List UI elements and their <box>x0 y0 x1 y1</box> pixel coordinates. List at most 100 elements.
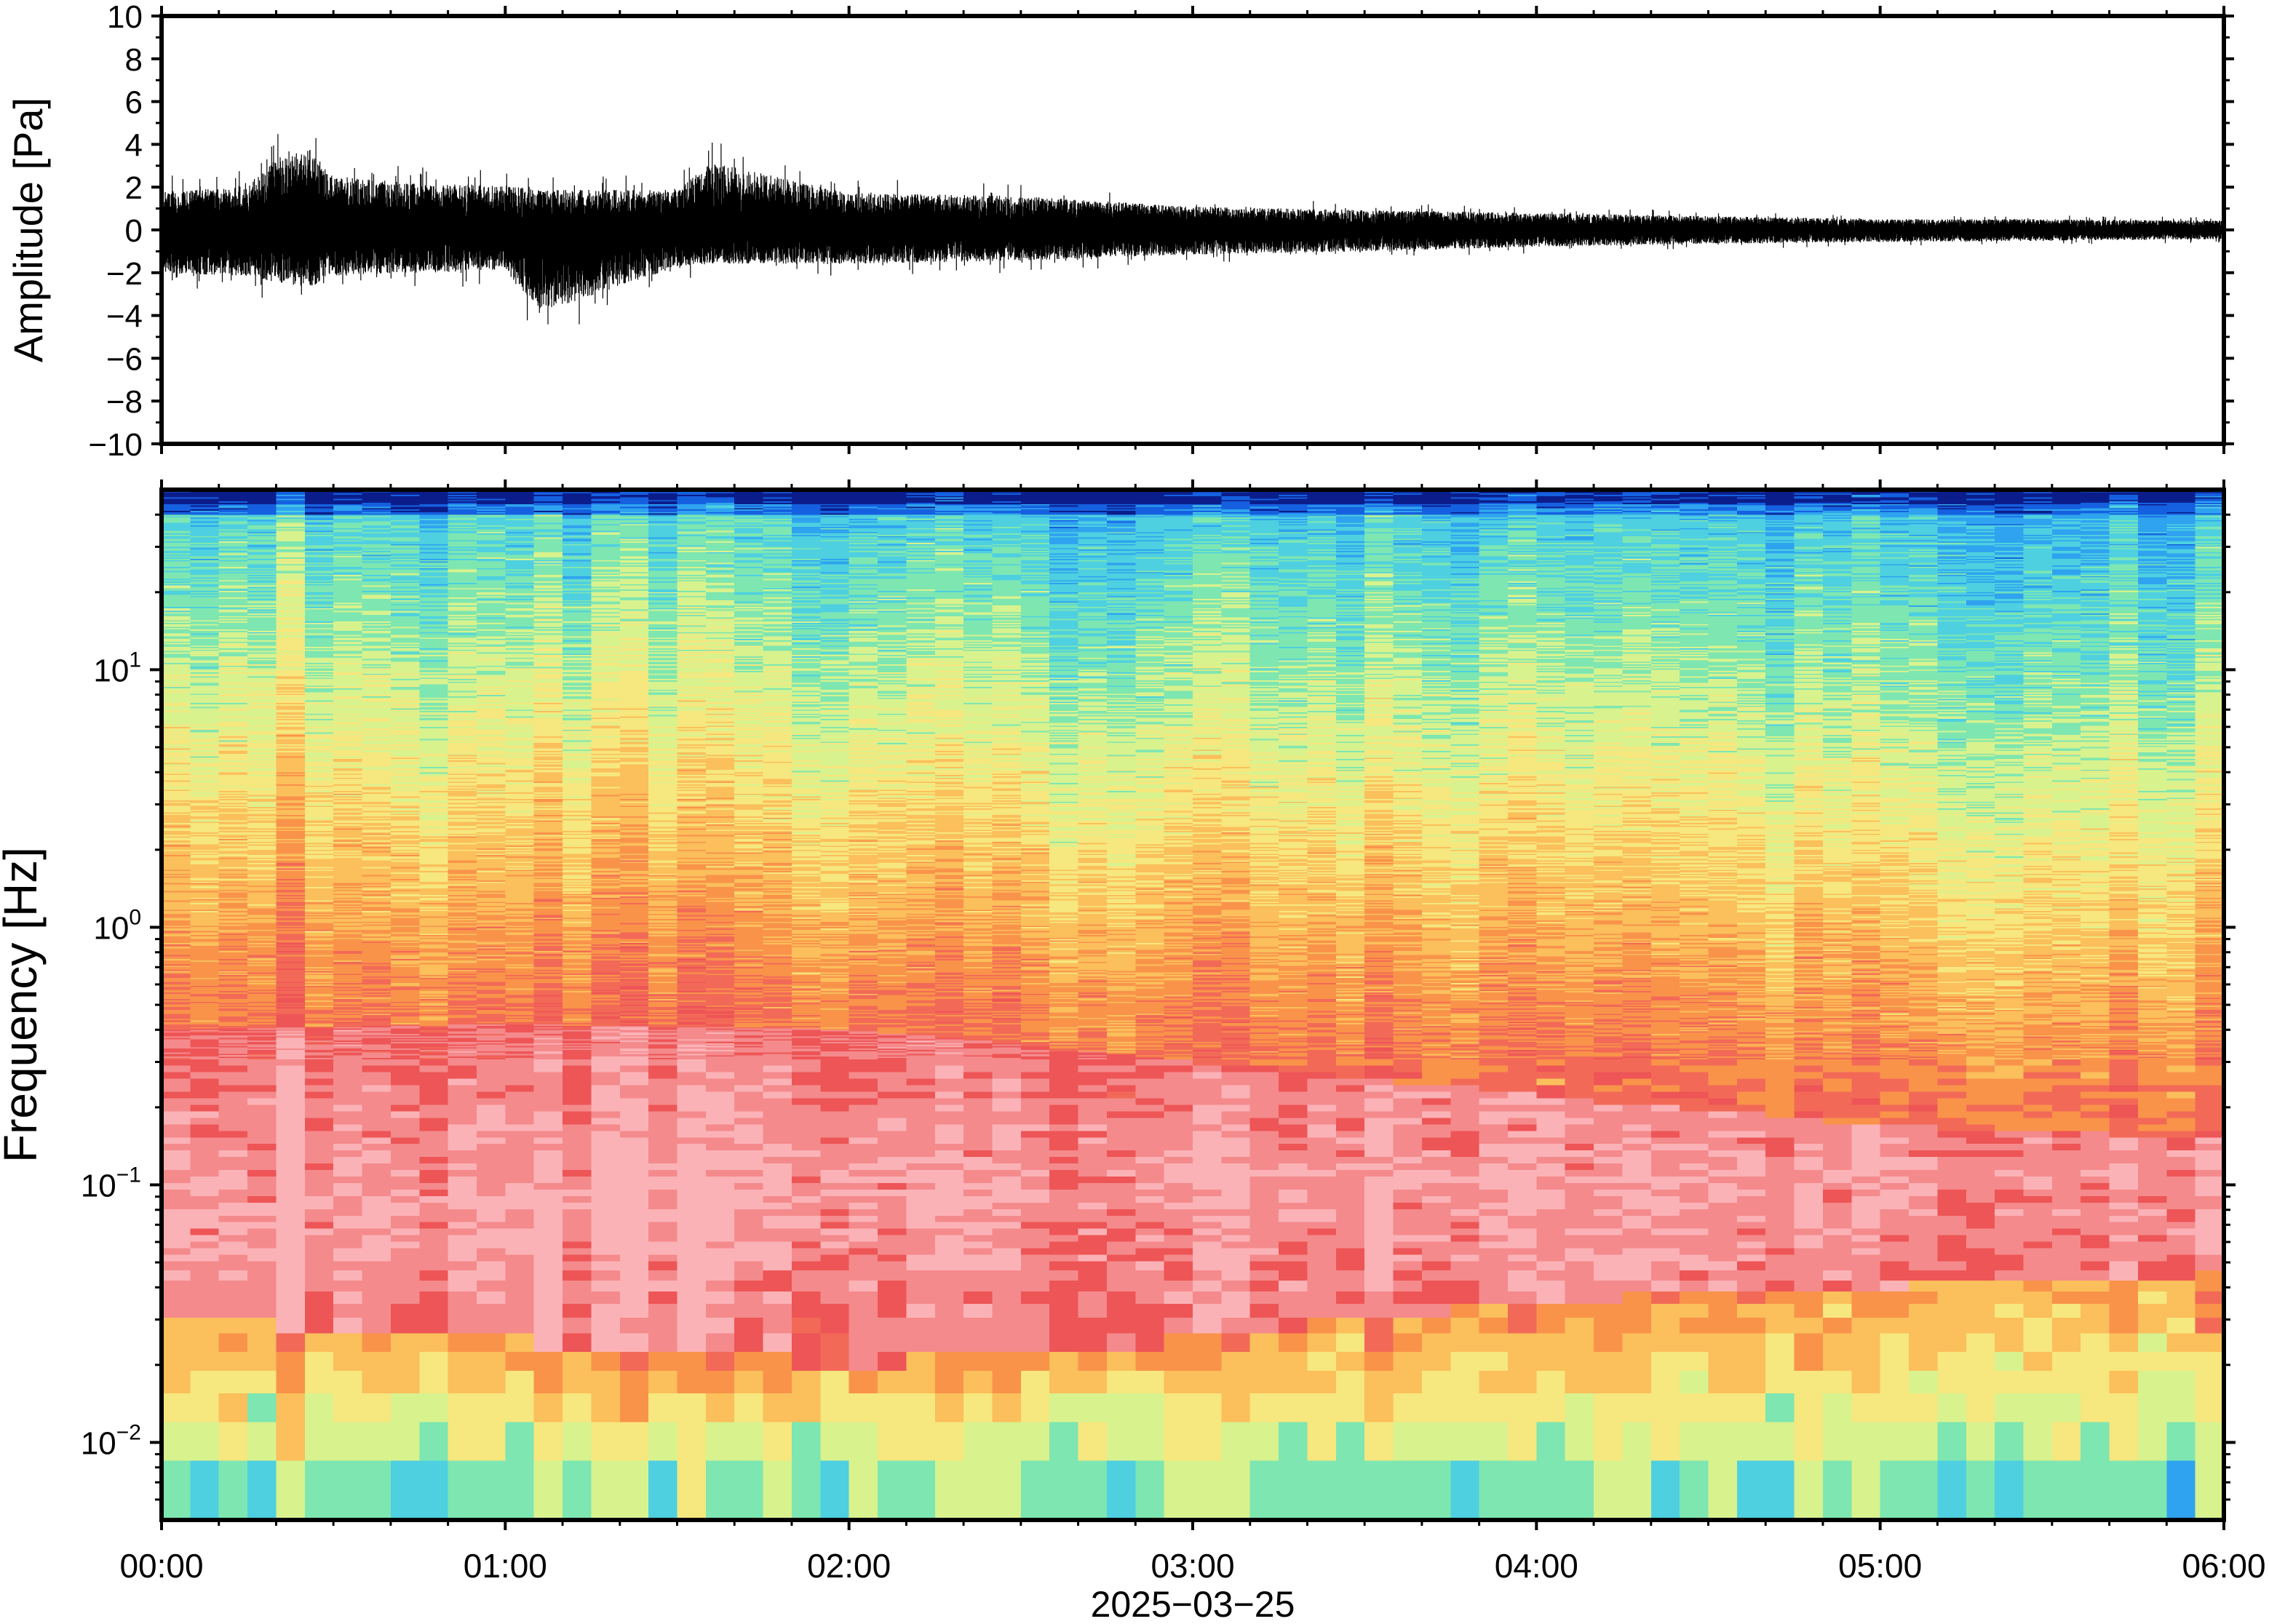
spectrogram-column <box>1822 1189 1852 1292</box>
spectrogram-column <box>734 516 764 1520</box>
spectrogram-column <box>677 495 707 496</box>
spectrogram-column <box>1307 974 1337 1072</box>
spectrogram-column <box>1249 787 1279 1394</box>
spectrogram-column <box>505 519 535 1520</box>
spectrogram-column <box>1680 966 1709 1112</box>
spectrogram-column <box>1078 514 1108 678</box>
spectrogram-column <box>963 535 993 744</box>
spectrogram-column <box>1335 1137 1365 1171</box>
spectrogram-column <box>1307 517 1337 629</box>
spectrogram-column <box>992 905 1022 1043</box>
spectrogram-column <box>2195 495 2224 522</box>
spectrogram-column <box>1536 613 1566 816</box>
spectrogram-column <box>2166 969 2196 1131</box>
spectrogram-column <box>2137 661 2167 1461</box>
spectrogram-column <box>218 644 248 1461</box>
spectrogram-column <box>2081 1131 2110 1281</box>
spectrogram-column <box>849 1033 878 1255</box>
spectrogram-column <box>2051 753 2081 1461</box>
spectrogram-column <box>162 1020 191 1099</box>
spectrogram-column <box>2109 759 2139 1394</box>
spectrogram-column <box>333 793 363 1022</box>
spectrogram-column <box>1909 490 1938 509</box>
spectrogram-column <box>1966 493 1995 526</box>
spectrogram-column <box>304 1195 334 1235</box>
spectrogram-column <box>1736 602 1766 1461</box>
spectrogram-column <box>1106 514 1136 616</box>
spectrogram-column <box>1680 520 1709 1520</box>
spectrogram-column <box>362 668 392 1422</box>
spectrogram-column <box>1049 503 1079 528</box>
spectrogram-column <box>362 516 392 1520</box>
spectrogram-column <box>1565 1144 1594 1171</box>
spectrogram-column <box>2166 1137 2196 1281</box>
spectrogram-column <box>1106 1170 1136 1177</box>
spectrogram-column <box>1421 695 1451 1422</box>
spectrogram-column <box>1020 514 1050 640</box>
spectrogram-column <box>1393 490 1423 515</box>
spectrogram-column <box>1851 490 1881 510</box>
spectrogram-column <box>2137 1209 2167 1216</box>
spectrogram-column <box>1880 490 1910 504</box>
spectrogram-column <box>304 901 334 1027</box>
spectrogram-column <box>849 601 878 1520</box>
spectrogram-column <box>734 1028 764 1318</box>
spectrogram-column <box>1479 490 1509 503</box>
spectrogram-column <box>218 934 248 1029</box>
spectrogram-column <box>619 943 649 1026</box>
spectrogram-column <box>705 1032 735 1334</box>
spectrogram-column <box>1622 503 1652 519</box>
spectrogram-column <box>1650 1104 1680 1292</box>
spectrogram-column <box>1135 618 1165 1461</box>
spectrogram-column <box>705 505 735 573</box>
spectrogram-column <box>448 652 477 1461</box>
spectrogram-column <box>849 514 878 632</box>
spectrogram-column <box>1966 1131 1995 1281</box>
spectrogram-column <box>648 524 678 717</box>
spectrogram-column <box>1966 490 1995 506</box>
spectrogram-column <box>2166 524 2196 726</box>
spectrogram-column <box>419 637 449 1422</box>
spectrogram-column <box>1020 771 1050 1042</box>
spectrogram-column <box>705 618 735 867</box>
spectrogram-column <box>1966 511 1995 606</box>
spectrogram-column <box>2195 1137 2224 1255</box>
spectrogram-column <box>1565 904 1594 1318</box>
spectrogram-column <box>1794 708 1824 1461</box>
spectrogram-column <box>162 490 191 515</box>
spectrogram-column <box>1364 514 1394 1520</box>
spectrogram-column <box>1708 772 1738 1394</box>
spectrogram-column <box>963 490 993 504</box>
spectrogram-column <box>878 503 907 515</box>
spectrogram-column <box>2081 519 2110 717</box>
spectrogram-column <box>304 490 334 515</box>
spectrogram-column <box>992 505 1022 515</box>
spectrogram-column <box>1909 514 1938 643</box>
spectrogram-column <box>505 668 535 1422</box>
spectrogram-column <box>2166 490 2196 514</box>
spectrogram-column <box>2023 514 2053 714</box>
spectrogram-column <box>763 514 792 594</box>
spectrogram-column <box>1335 1085 1365 1304</box>
spectrogram-column <box>1794 1118 1824 1292</box>
spectrogram-column <box>2137 564 2167 1520</box>
x-axis-date-label: 2025−03−25 <box>1091 1584 1295 1624</box>
spectrogram-column <box>963 1157 993 1318</box>
spectrogram-column <box>1565 490 1594 504</box>
spectrogram-column <box>477 763 506 1394</box>
spectrogram-column <box>619 708 649 944</box>
spectrogram-column <box>2137 793 2167 1371</box>
spectrogram-column <box>505 1024 535 1092</box>
spectrogram-column <box>448 1051 477 1292</box>
spectrogram-column <box>1364 503 1394 514</box>
spectrogram-column <box>1106 532 1136 792</box>
spectrogram-column <box>448 836 477 1352</box>
spectrogram-column <box>1450 490 1480 514</box>
spectrogram-column <box>247 490 277 504</box>
amplitude-y-label: Amplitude [Pa] <box>5 97 51 362</box>
spectrogram-column <box>1393 679 1423 1422</box>
spectrogram-column <box>878 1047 907 1196</box>
spectrogram-column <box>963 1043 993 1304</box>
spectrogram-column <box>1708 966 1738 1112</box>
spectrogram-column <box>734 505 764 515</box>
